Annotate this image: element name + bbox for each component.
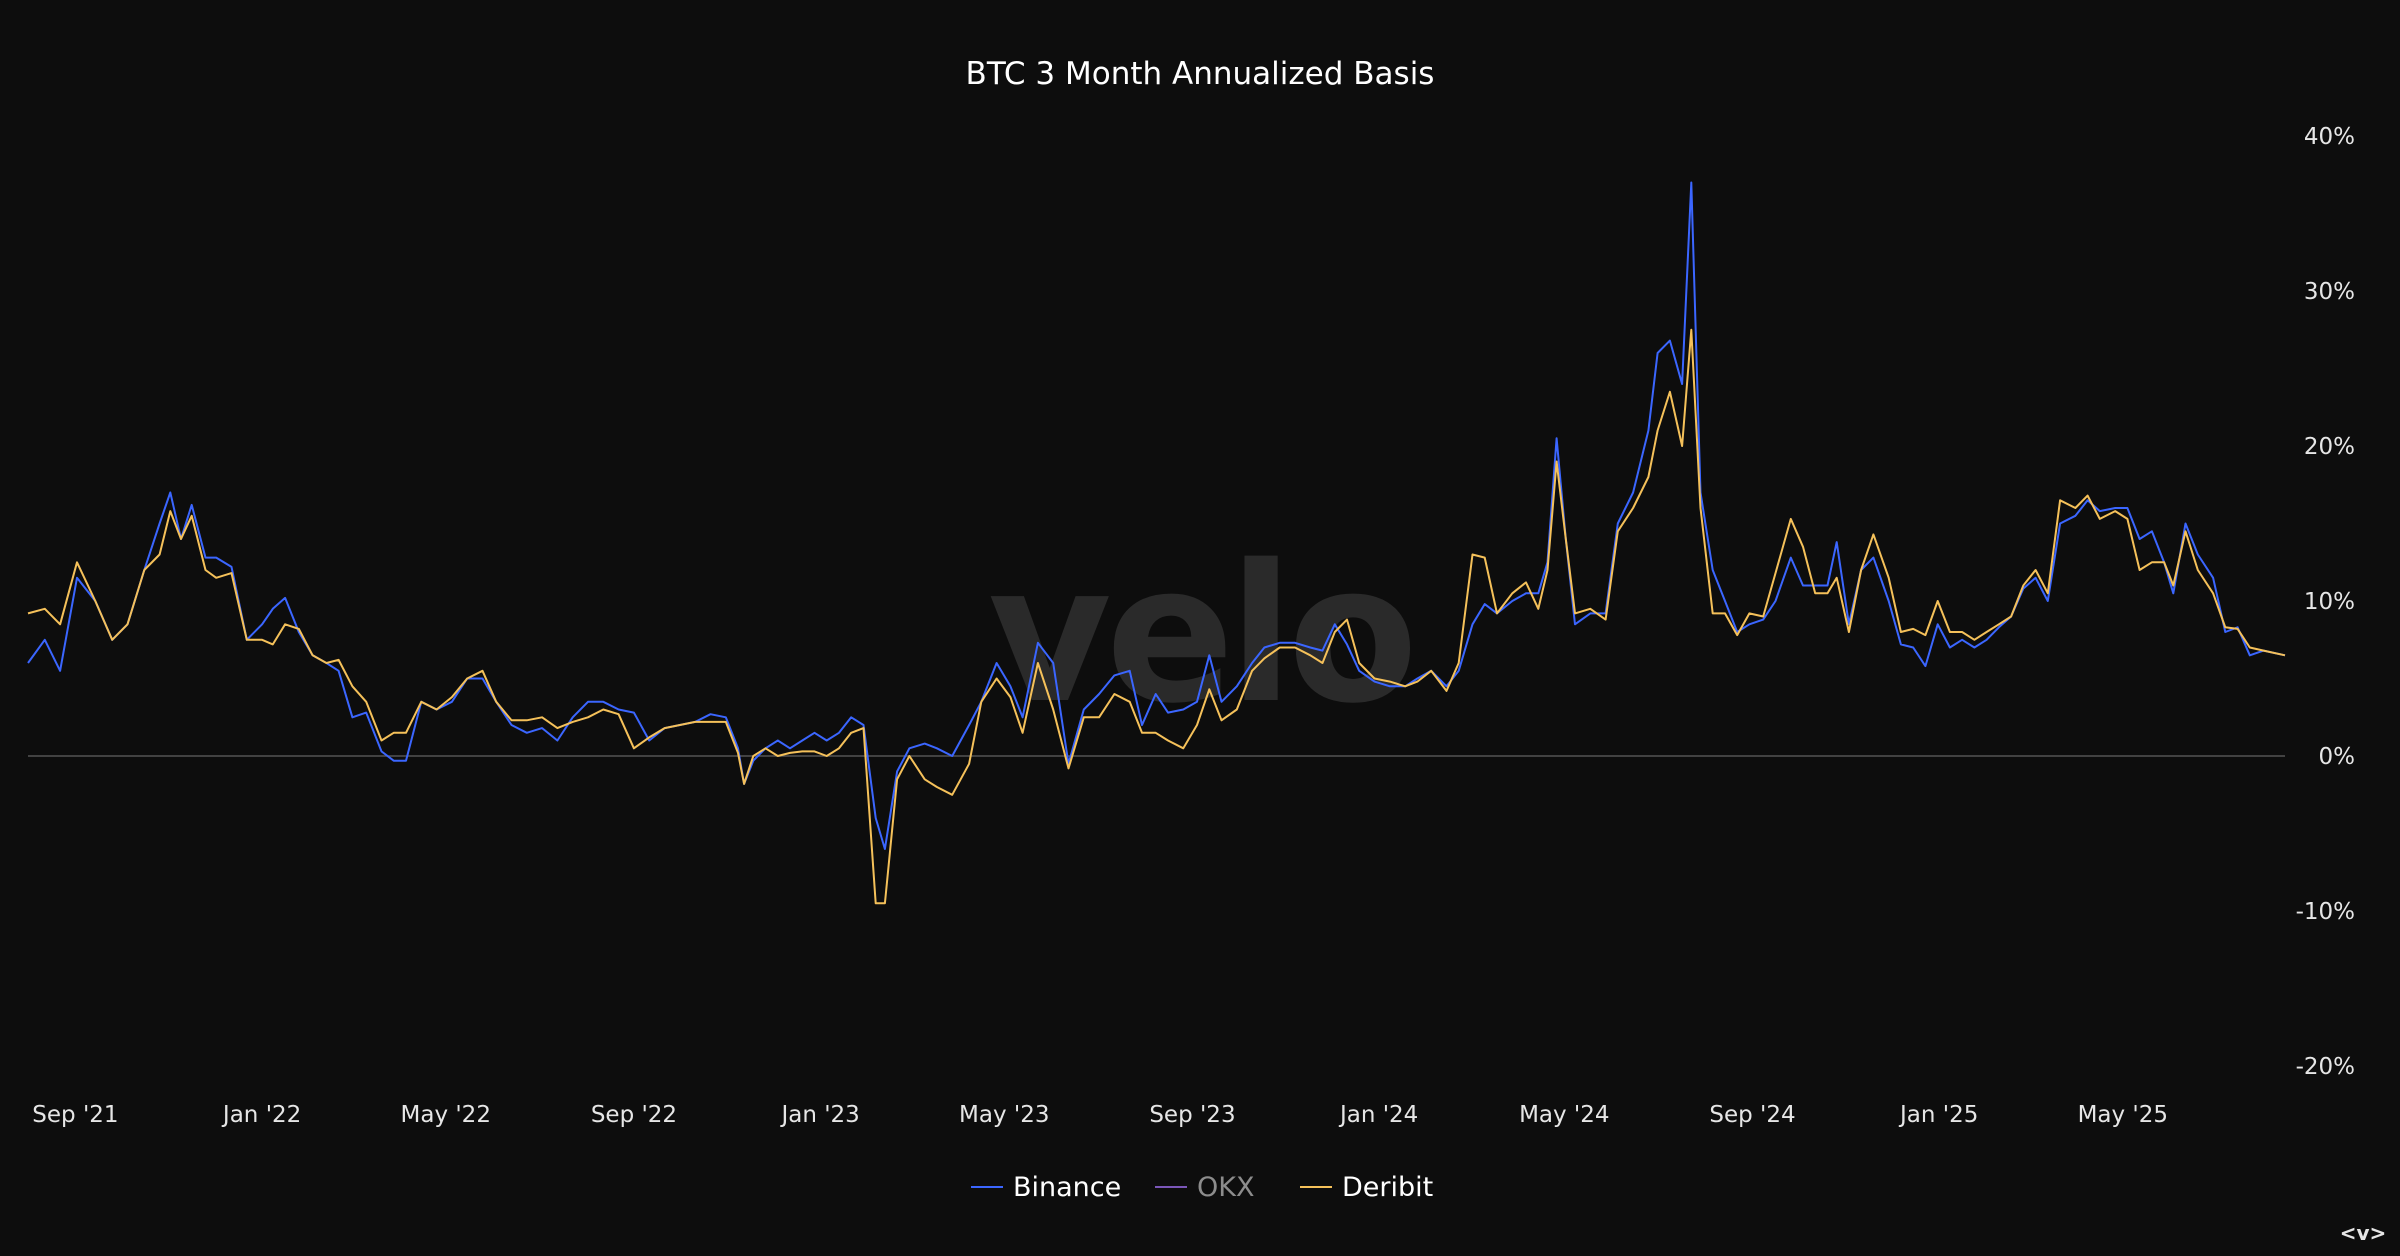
legend-item-okx[interactable]: OKX [1155,1172,1254,1203]
x-tick-label: Sep '24 [1709,1102,1795,1128]
watermark-logo: velo [988,524,1412,745]
y-tick-label: -20% [2296,1054,2355,1080]
x-tick-label: May '24 [1519,1102,1609,1128]
legend-item-deribit[interactable]: Deribit [1300,1172,1433,1203]
x-tick-label: Sep '22 [591,1102,677,1128]
y-axis: 40% 30% 20% 10% 0% -10% -20% [2296,124,2355,1080]
y-tick-label: 0% [2319,744,2356,770]
series-line-deribit [27,328,2286,905]
corner-toggle-button[interactable]: <v> [2340,1221,2387,1245]
y-tick-label: 30% [2304,279,2355,305]
y-tick-label: -10% [2296,899,2355,925]
legend-label: Binance [1013,1172,1121,1203]
x-tick-label: May '23 [959,1102,1049,1128]
y-tick-label: 10% [2304,589,2355,615]
y-tick-label: 40% [2304,124,2355,150]
y-tick-label: 20% [2304,434,2355,460]
legend-label: Deribit [1342,1172,1433,1203]
x-tick-label: Jan '24 [1338,1102,1418,1128]
x-axis: Sep '21 Jan '22 May '22 Sep '22 Jan '23 May '… [32,1102,2168,1128]
chart-title: BTC 3 Month Annualized Basis [966,56,1435,92]
series-line-binance [27,181,2286,850]
legend[interactable]: Binance OKX Deribit [971,1172,1433,1203]
x-tick-label: Jan '23 [779,1102,859,1128]
x-tick-label: Sep '23 [1149,1102,1235,1128]
x-tick-label: May '22 [401,1102,491,1128]
x-tick-label: Jan '22 [221,1102,301,1128]
legend-item-binance[interactable]: Binance [971,1172,1121,1203]
x-tick-label: May '25 [2078,1102,2168,1128]
legend-label: OKX [1197,1172,1254,1203]
series-layer [27,181,2286,905]
x-tick-label: Sep '21 [32,1102,118,1128]
x-tick-label: Jan '25 [1898,1102,1978,1128]
